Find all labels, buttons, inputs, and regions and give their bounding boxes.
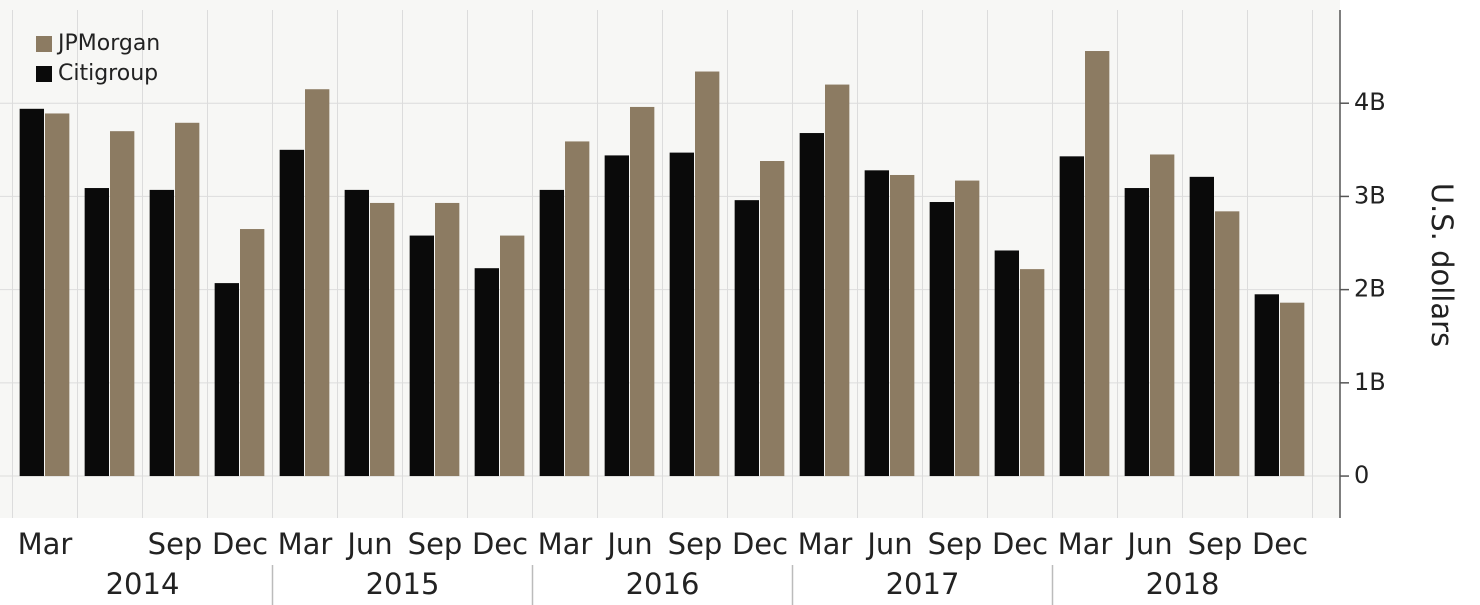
bar (1215, 211, 1240, 477)
bar (175, 122, 200, 477)
bar (240, 229, 265, 477)
bar (1059, 156, 1084, 477)
bar (1085, 51, 1110, 477)
x-tick-label: Mar (798, 527, 853, 561)
bar (955, 180, 980, 477)
y-tick-label: 3B (1354, 181, 1386, 209)
y-tick-label: 0 (1354, 461, 1369, 489)
year-label: 2015 (366, 567, 440, 601)
bar (994, 250, 1019, 477)
legend-label: Citigroup (58, 61, 158, 86)
y-axis-label: U.S. dollars (1425, 183, 1459, 347)
x-tick-label: Jun (865, 527, 912, 561)
bar (279, 149, 304, 477)
x-tick-label: Mar (1058, 527, 1113, 561)
bar (305, 89, 330, 477)
bar (1020, 269, 1045, 477)
x-tick-label: Dec (212, 527, 268, 561)
legend-label: JPMorgan (56, 31, 160, 56)
x-tick-label: Dec (992, 527, 1048, 561)
x-tick-label: Sep (408, 527, 463, 561)
x-tick-label: Sep (668, 527, 723, 561)
x-tick-label: Sep (1188, 527, 1243, 561)
bar (604, 155, 629, 477)
bar (84, 188, 109, 477)
bar (825, 84, 850, 477)
bar (630, 106, 655, 477)
bar (370, 202, 395, 477)
bar (19, 108, 44, 477)
bar (799, 133, 824, 477)
bar (760, 161, 785, 477)
year-label: 2017 (886, 567, 960, 601)
bar (1254, 294, 1279, 477)
y-tick-label: 2B (1354, 275, 1386, 303)
x-tick-label: Dec (732, 527, 788, 561)
x-tick-label: Dec (1252, 527, 1308, 561)
bar (695, 71, 720, 477)
x-tick-label: Sep (148, 527, 203, 561)
bar (734, 200, 759, 477)
bar (435, 202, 460, 477)
year-label: 2014 (106, 567, 180, 601)
year-label: 2018 (1146, 567, 1220, 601)
bar (539, 189, 564, 477)
bar (214, 283, 239, 477)
year-label: 2016 (626, 567, 700, 601)
x-tick-label: Sep (928, 527, 983, 561)
x-tick-label: Mar (18, 527, 73, 561)
bar (1150, 154, 1175, 477)
y-tick-label: 4B (1354, 88, 1386, 116)
bar (500, 235, 525, 477)
bar (929, 202, 954, 477)
bar (1189, 176, 1214, 477)
bar (864, 170, 889, 477)
bar (1124, 188, 1149, 477)
bar (890, 174, 915, 477)
bar (409, 235, 434, 477)
bar (344, 189, 369, 477)
legend-swatch (36, 66, 52, 82)
x-tick-label: Jun (1125, 527, 1172, 561)
bar (669, 152, 694, 477)
bar (110, 131, 135, 477)
bar (474, 268, 499, 477)
x-tick-label: Dec (472, 527, 528, 561)
x-tick-label: Mar (538, 527, 593, 561)
bar (1280, 302, 1305, 477)
x-tick-label: Jun (605, 527, 652, 561)
bar (45, 113, 70, 477)
bar (565, 141, 590, 477)
x-tick-label: Jun (345, 527, 392, 561)
bar (149, 189, 174, 477)
y-tick-label: 1B (1354, 368, 1386, 396)
legend-swatch (36, 36, 52, 52)
x-tick-label: Mar (278, 527, 333, 561)
